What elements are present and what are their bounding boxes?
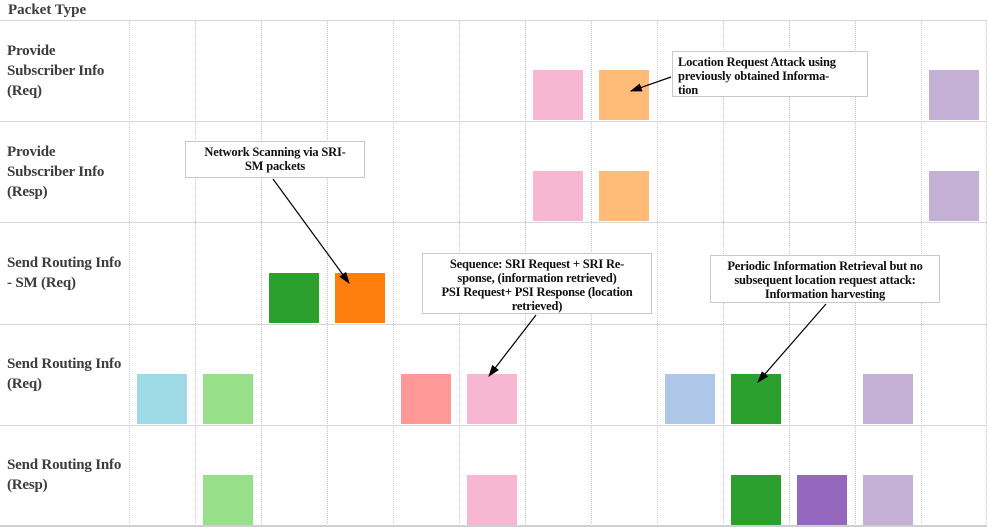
row-separator	[0, 525, 987, 527]
row-label: Send Routing Info (Resp)	[7, 425, 133, 526]
annotation-location-request-attack: Location Request Attack using previously …	[672, 51, 868, 97]
row-label: Send Routing Info - SM (Req)	[7, 222, 133, 323]
annotation-sri-psi-sequence: Sequence: SRI Request + SRI Re-sponse, (…	[422, 253, 652, 314]
row-label-line: Send Routing Info	[7, 457, 122, 474]
packet-bar	[533, 171, 583, 222]
annotation-line: Sequence: SRI Request + SRI Re-	[449, 257, 625, 271]
grid-line	[261, 20, 262, 526]
row-separator	[0, 20, 987, 21]
row-label-line: Subscriber Info	[7, 62, 105, 79]
grid-line	[327, 20, 328, 526]
row-label-line: Provide	[7, 42, 56, 59]
packet-bar	[599, 171, 649, 222]
annotation-line: Location Request Attack using	[678, 55, 836, 69]
packet-bar	[863, 373, 913, 424]
packet-bar	[731, 475, 781, 525]
packet-bar	[731, 373, 781, 424]
row-separator	[0, 323, 987, 325]
row-label-line: Subscriber Info	[7, 163, 105, 180]
annotation-line: previously obtained Informa-	[678, 69, 830, 83]
annotation-line: subsequent location request attack:	[734, 273, 916, 287]
packet-bar	[929, 171, 979, 222]
packet-bar	[203, 373, 253, 424]
annotation-line: SM packets	[244, 159, 306, 173]
row-separator	[0, 424, 987, 426]
annotation-line: tion	[678, 83, 699, 97]
packet-bar	[599, 70, 649, 121]
annotation-line: PSI Request+ PSI Response (location	[441, 285, 633, 299]
packet-bar	[335, 272, 385, 323]
row-separator	[0, 121, 987, 123]
row-label-line: (Req)	[7, 82, 42, 99]
packet-bar	[269, 272, 319, 323]
packet-bar	[863, 475, 913, 525]
row-separator	[0, 222, 987, 224]
grid-line	[129, 20, 130, 526]
packet-bar	[665, 373, 715, 424]
row-label: Provide Subscriber Info (Resp)	[7, 121, 133, 222]
packet-bar	[203, 475, 253, 525]
annotation-line: Network Scanning via SRI-	[204, 145, 346, 159]
row-label-line: Send Routing Info	[7, 254, 122, 271]
packet-bar	[797, 475, 847, 525]
annotation-arrow-periodic-retrieval	[757, 303, 827, 383]
annotation-line: sponse, (information retrieved)	[457, 271, 617, 285]
packet-bar	[929, 70, 979, 121]
row-label-line: Send Routing Info	[7, 356, 122, 373]
grid-line	[393, 20, 394, 526]
packet-bar	[467, 373, 517, 424]
packet-bar	[533, 70, 583, 121]
annotation-line: Information harvesting	[764, 287, 886, 301]
row-label-line: (Resp)	[7, 477, 48, 494]
packet-bar	[467, 475, 517, 525]
annotation-line: Periodic Information Retrieval but no	[727, 259, 923, 273]
annotation-network-scanning: Network Scanning via SRI- SM packets	[185, 141, 365, 178]
annotation-periodic-retrieval: Periodic Information Retrieval but no sub…	[710, 255, 940, 303]
row-label-line: Provide	[7, 143, 56, 160]
row-label-line: (Req)	[7, 376, 42, 393]
grid-line	[195, 20, 196, 526]
packet-bar	[401, 373, 451, 424]
y-axis-title: Packet Type	[8, 2, 87, 18]
row-label-line: - SM (Req)	[7, 274, 76, 291]
packet-bar	[137, 373, 187, 424]
row-label: Provide Subscriber Info (Req)	[7, 20, 133, 121]
row-label: Send Routing Info (Req)	[7, 324, 133, 425]
row-label-line: (Resp)	[7, 183, 48, 200]
annotation-arrow-network-scanning	[272, 178, 350, 284]
annotation-line: retrieved)	[511, 299, 563, 313]
grid-line	[657, 20, 658, 526]
